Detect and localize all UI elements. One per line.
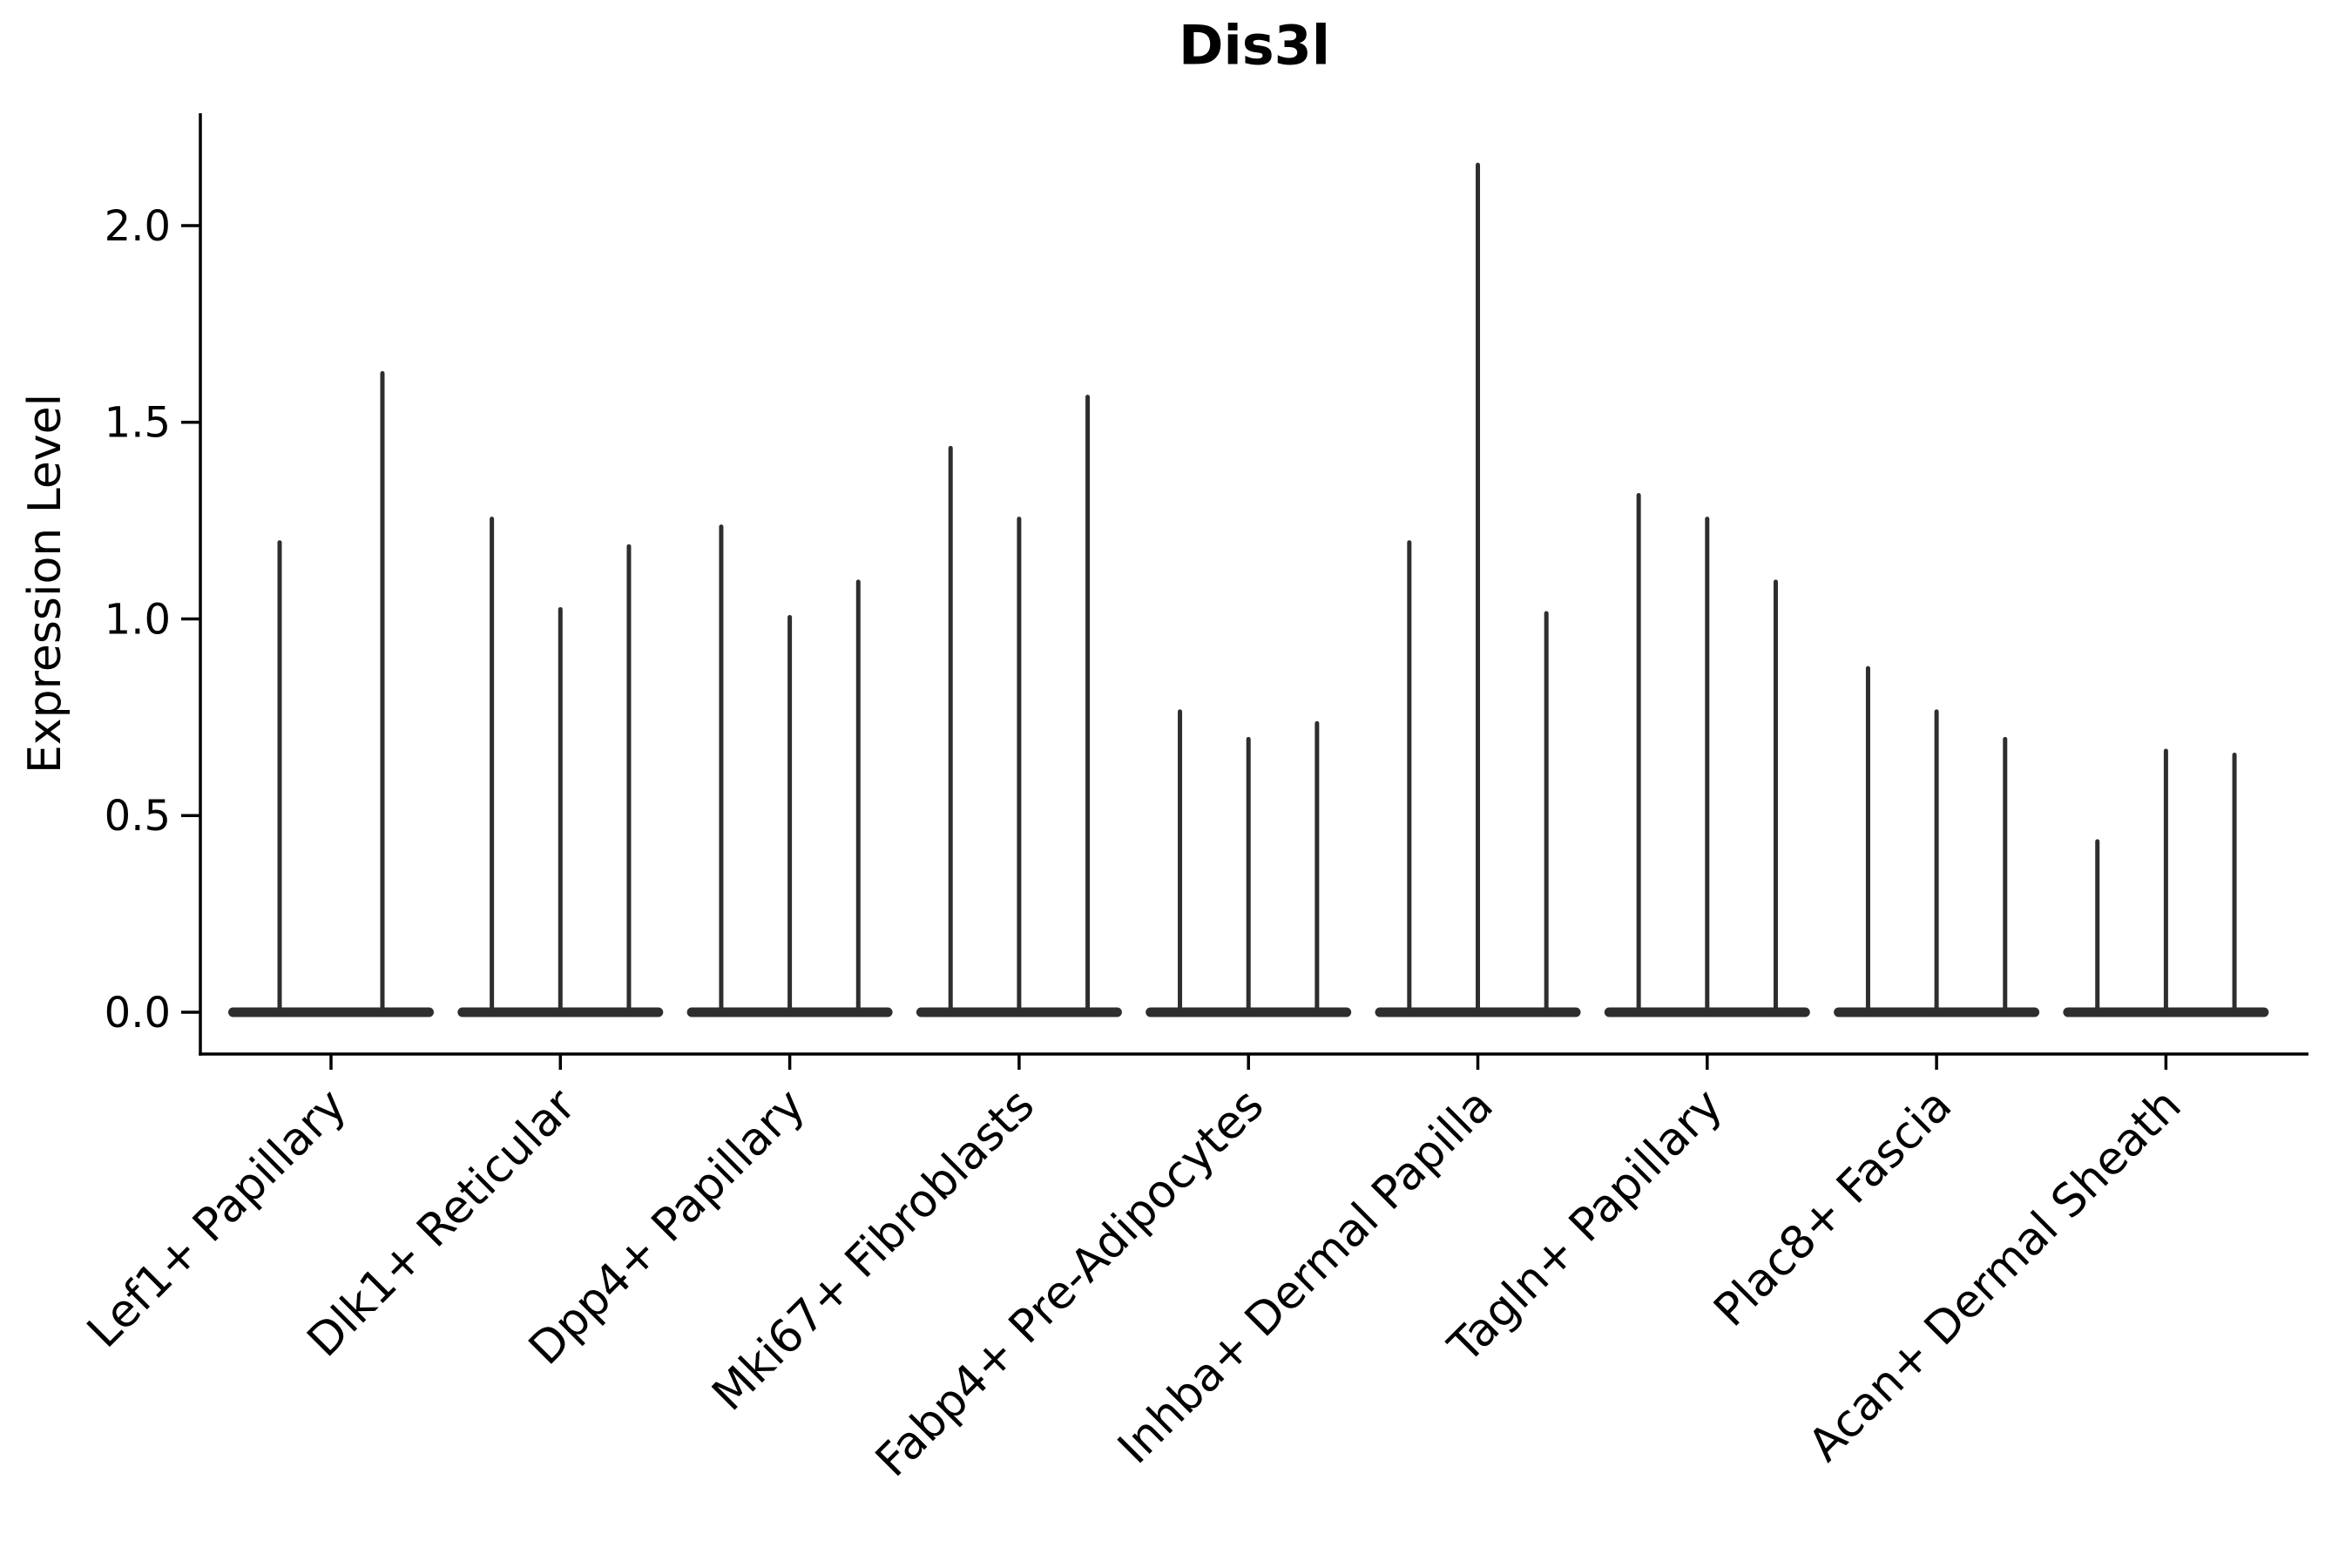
violin-group [228, 371, 434, 1017]
violin-spike [719, 524, 724, 1014]
violin-group [916, 395, 1122, 1017]
y-tick-label: 1.5 [105, 399, 171, 448]
violin-spike [1246, 736, 1251, 1014]
violin-spike [1705, 517, 1710, 1014]
violin-spike [1407, 540, 1412, 1014]
y-tick-label: 2.0 [105, 202, 171, 251]
violin-spike [490, 517, 495, 1014]
violin-baseline [228, 1007, 434, 1017]
violin-spike [1544, 611, 1549, 1014]
y-tick-label: 1.0 [105, 595, 171, 644]
violin-spike [1178, 709, 1183, 1014]
y-tick-label: 0.0 [105, 989, 171, 1037]
violin-spike [1934, 709, 1939, 1014]
violin-spike [2232, 753, 2237, 1014]
violin-spike [2095, 839, 2100, 1014]
y-axis-label: Expression Level [19, 393, 71, 774]
violin-spike [2163, 748, 2168, 1014]
violin-spike [626, 544, 632, 1014]
violin-spike [277, 540, 282, 1014]
violin-group [1146, 709, 1352, 1017]
violin-spike [1085, 395, 1091, 1014]
y-tick-label: 0.5 [105, 792, 171, 841]
violin-spike [2003, 736, 2008, 1014]
x-tick-label: Plac8+ Fascia [1704, 1079, 1962, 1337]
violin-spike [380, 371, 385, 1014]
violin-spike [1865, 666, 1870, 1014]
violin-group [1604, 493, 1810, 1017]
violin-spike [1017, 517, 1022, 1014]
violin-spike [787, 614, 793, 1014]
violin-spike [1636, 493, 1641, 1014]
violin-group [1834, 666, 2040, 1017]
x-tick-label: Fabp4+ Pre-Adipocytes [866, 1079, 1274, 1487]
violin-group [457, 517, 664, 1017]
violin-spike [1315, 720, 1320, 1014]
x-tick-label: Acan+ Dermal Sheath [1799, 1079, 2192, 1472]
plot-title: Dis3l [1178, 13, 1331, 78]
violin-spike [855, 579, 861, 1014]
violin-group [686, 524, 893, 1017]
violin-spike [558, 606, 563, 1014]
violin-spike [948, 445, 953, 1015]
x-tick-label: Inhba+ Dermal Papilla [1108, 1079, 1503, 1474]
violin-group [2063, 748, 2269, 1017]
violin-spike [1476, 162, 1480, 1014]
violin-spike [1773, 579, 1778, 1014]
violin-group [1375, 162, 1581, 1017]
